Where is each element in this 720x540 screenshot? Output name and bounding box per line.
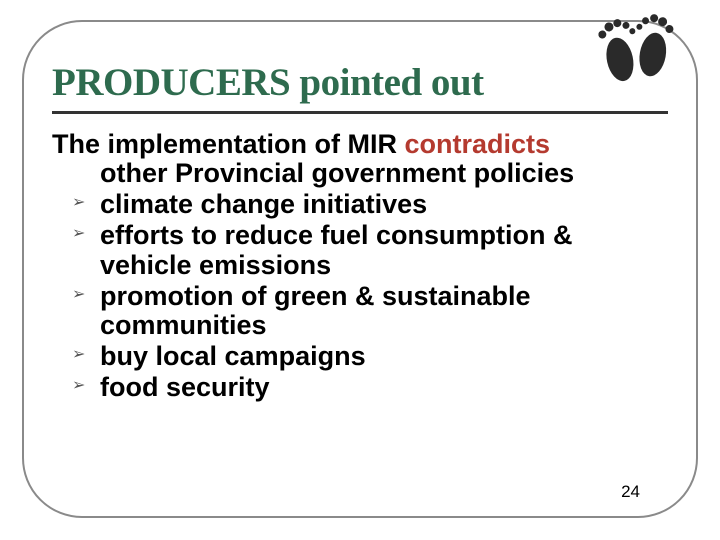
list-item: ➢ promotion of green & sustainable commun…: [72, 282, 668, 340]
chevron-icon: ➢: [72, 377, 85, 394]
bullet-text: promotion of green & sustainable communi…: [100, 281, 531, 340]
chevron-icon: ➢: [72, 346, 85, 363]
list-item: ➢ buy local campaigns: [72, 342, 668, 371]
list-item: ➢ climate change initiatives: [72, 190, 668, 219]
chevron-icon: ➢: [72, 286, 85, 303]
chevron-icon: ➢: [72, 225, 85, 242]
intro-highlight: contradicts: [405, 129, 551, 159]
intro-part-a: The implementation of MIR: [52, 129, 405, 159]
slide-title: PRODUCERS pointed out: [52, 60, 668, 114]
list-item: ➢ food security: [72, 373, 668, 402]
intro-line2: other Provincial government policies: [52, 159, 668, 188]
intro-text: The implementation of MIR contradicts ot…: [52, 130, 668, 188]
bullet-text: buy local campaigns: [100, 341, 366, 371]
bullet-text: food security: [100, 372, 270, 402]
bullet-list: ➢ climate change initiatives ➢ efforts to …: [52, 190, 668, 402]
slide-content: PRODUCERS pointed out The implementation…: [52, 60, 668, 404]
chevron-icon: ➢: [72, 194, 85, 211]
list-item: ➢ efforts to reduce fuel consumption & ve…: [72, 221, 668, 279]
bullet-text: efforts to reduce fuel consumption & veh…: [100, 220, 573, 279]
bullet-text: climate change initiatives: [100, 189, 427, 219]
page-number: 24: [621, 482, 640, 502]
